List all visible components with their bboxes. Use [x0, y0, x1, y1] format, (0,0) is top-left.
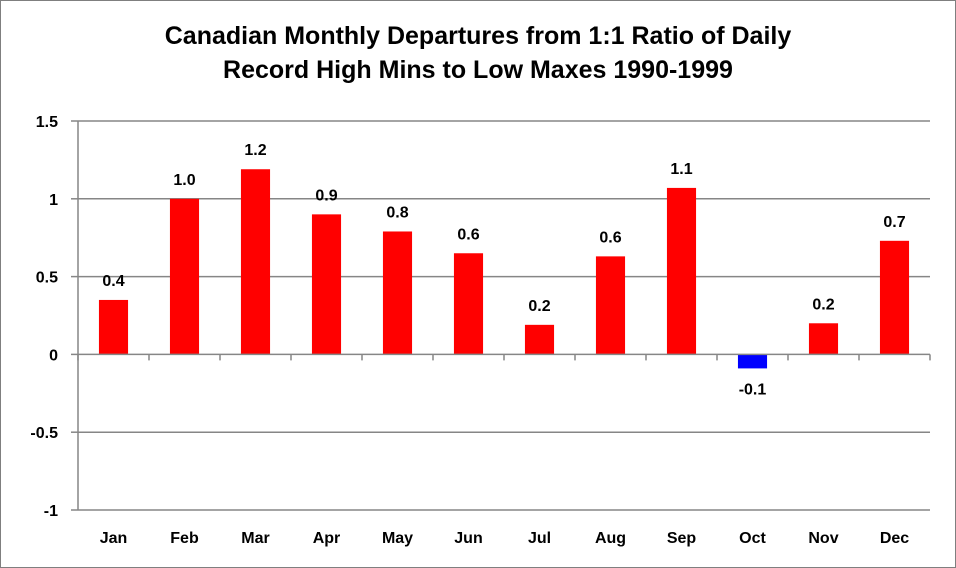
- bar: [311, 214, 342, 355]
- x-tick-label: May: [382, 530, 413, 547]
- bar: [382, 231, 413, 355]
- x-tick-label: Nov: [808, 530, 838, 547]
- data-label: 0.8: [386, 204, 408, 221]
- bar: [98, 299, 129, 355]
- data-label: 0.7: [883, 214, 905, 231]
- bar: [808, 323, 839, 355]
- x-tick-label: Apr: [313, 530, 341, 547]
- data-label: 0.2: [528, 298, 550, 315]
- y-tick-label: -0.5: [30, 425, 58, 442]
- x-tick-label: Jun: [454, 530, 482, 547]
- data-label: 0.6: [457, 226, 479, 243]
- data-label: 1.1: [670, 161, 692, 178]
- data-label: -0.1: [739, 381, 767, 398]
- data-label: 0.2: [812, 296, 834, 313]
- bar: [737, 354, 768, 369]
- x-tick-label: Dec: [880, 530, 909, 547]
- y-tick-label: 1.5: [36, 114, 58, 131]
- y-tick-label: 0: [49, 347, 58, 364]
- x-tick-label: Oct: [739, 530, 766, 547]
- bar: [240, 169, 271, 355]
- bar: [524, 324, 555, 355]
- bar: [879, 240, 910, 355]
- x-tick-label: Jul: [528, 530, 551, 547]
- y-tick-label: -1: [44, 503, 58, 520]
- data-label: 1.0: [173, 172, 195, 189]
- x-tick-label: Aug: [595, 530, 626, 547]
- chart-title-line-1: Canadian Monthly Departures from 1:1 Rat…: [164, 22, 792, 50]
- x-tick-label: Mar: [241, 530, 269, 547]
- data-label: 0.9: [315, 187, 337, 204]
- chart-title: Canadian Monthly Departures from 1:1 Rat…: [1, 19, 955, 87]
- x-tick-label: Feb: [170, 530, 199, 547]
- y-tick-label: 0.5: [36, 270, 58, 287]
- y-tick-label: 1: [49, 192, 58, 209]
- bar: [595, 256, 626, 355]
- chart-title-line-2: Record High Mins to Low Maxes 1990-1999: [223, 56, 733, 84]
- bar: [453, 253, 484, 355]
- x-tick-label: Sep: [667, 530, 697, 547]
- x-tick-label: Jan: [100, 530, 128, 547]
- data-label: 1.2: [244, 142, 266, 159]
- data-label: 0.4: [102, 273, 124, 290]
- bar: [169, 198, 200, 355]
- bar: [666, 187, 697, 355]
- data-label: 0.6: [599, 229, 621, 246]
